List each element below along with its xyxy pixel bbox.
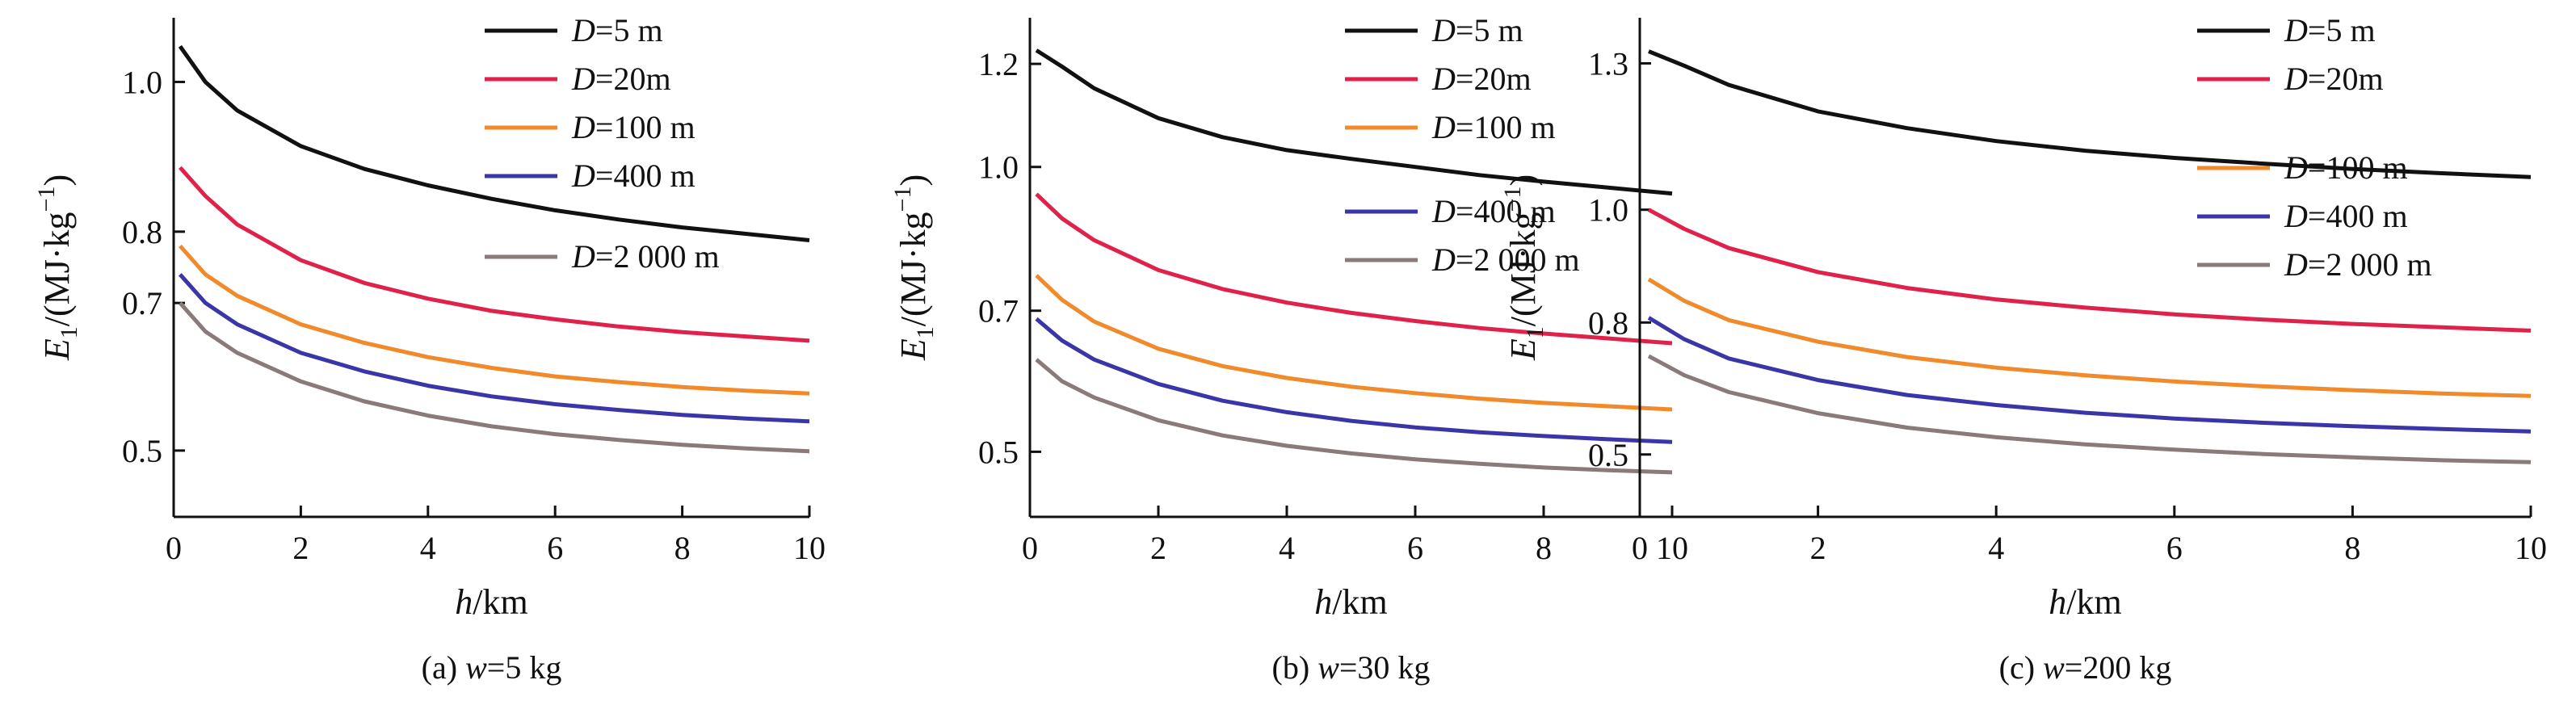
x-tick-label: 0 (1632, 530, 1648, 566)
x-tick-label: 4 (1279, 530, 1295, 566)
x-tick-label: 8 (2344, 530, 2360, 566)
series-line-4 (179, 273, 810, 424)
panel-caption: (a) w=5 kg (422, 649, 562, 686)
chart-panel-3: 0 2 4 6 8 10 0.5 0.8 1.0 1.3 D=5 m D=20m D=100 m D=40… (1499, 12, 2547, 686)
x-tick-label: 10 (1656, 530, 1688, 566)
legend-label: D=100 m (2284, 149, 2408, 186)
panel-caption: (b) w=30 kg (1272, 649, 1431, 686)
legend-label: D=400 m (1431, 193, 1556, 229)
chart-panel-1: 0 2 4 6 8 10 0.5 0.7 0.8 1.0 D=5 m D=20m D=100 m D=40… (33, 12, 826, 686)
x-tick-label: 2 (292, 530, 309, 566)
x-tick-label: 8 (1536, 530, 1552, 566)
legend-label: D=2 000 m (1431, 241, 1580, 278)
x-tick-label: 0 (166, 530, 182, 566)
series-line-5 (1035, 358, 1673, 475)
series-line-3 (1035, 274, 1673, 412)
y-axis-label: E1/(MJ·kg−1) (889, 174, 939, 361)
x-tick-label: 4 (1988, 530, 2004, 566)
legend-label: D=5 m (1431, 12, 1523, 48)
y-tick-label: 1.3 (1588, 45, 1628, 82)
legend-label: D=20m (571, 61, 671, 97)
series-line-3 (1647, 277, 2532, 398)
legend-label: D=100 m (571, 109, 695, 145)
x-tick-label: 2 (1810, 530, 1826, 566)
y-axis-label: E1/(MJ·kg−1) (33, 174, 82, 361)
legend-label: D=2 000 m (571, 238, 720, 275)
chart-panel-2: 0 2 4 6 8 10 0.5 0.7 1.0 1.2 D=5 m D=20m D=100 m D=40… (889, 12, 1688, 686)
x-tick-label: 10 (793, 530, 826, 566)
x-axis-label: h/km (1314, 582, 1387, 622)
series-line-5 (1647, 354, 2532, 464)
y-tick-label: 0.5 (122, 433, 162, 469)
series-line-4 (1035, 317, 1673, 444)
x-tick-label: 6 (1407, 530, 1423, 566)
legend-label: D=2 000 m (2284, 246, 2432, 283)
legend-label: D=20m (1431, 61, 1532, 97)
legend-label: D=100 m (1431, 109, 1556, 145)
x-tick-label: 0 (1022, 530, 1038, 566)
legend-label: D=5 m (2284, 12, 2376, 48)
legend-label: D=400 m (2284, 198, 2408, 234)
y-tick-label: 0.7 (978, 293, 1019, 330)
series-line-1 (1035, 48, 1673, 196)
x-tick-label: 2 (1150, 530, 1166, 566)
series-line-5 (179, 301, 810, 454)
series-line-2 (1647, 208, 2532, 333)
series-line-1 (178, 44, 810, 242)
series-line-3 (179, 244, 810, 396)
y-tick-label: 1.0 (978, 149, 1019, 186)
panel-caption: (c) w=200 kg (1999, 649, 2172, 686)
x-tick-label: 8 (674, 530, 691, 566)
y-tick-label: 0.5 (1588, 437, 1628, 473)
x-tick-label: 6 (2166, 530, 2183, 566)
x-tick-label: 10 (2515, 530, 2547, 566)
y-tick-label: 1.0 (122, 64, 162, 100)
x-axis-label: h/km (2049, 582, 2121, 622)
y-tick-label: 0.7 (122, 285, 162, 321)
legend-label: D=20m (2284, 61, 2384, 97)
legend-label: D=5 m (571, 12, 663, 48)
series-line-4 (1647, 316, 2532, 434)
x-tick-label: 4 (420, 530, 436, 566)
y-tick-label: 0.5 (978, 434, 1019, 470)
x-axis-label: h/km (455, 582, 527, 622)
series-line-2 (179, 166, 810, 343)
series-line-1 (1648, 49, 2532, 179)
y-tick-label: 0.8 (1588, 304, 1628, 341)
y-tick-label: 1.0 (1588, 192, 1628, 229)
y-axis-label: E1/(MJ·kg−1) (1499, 174, 1549, 361)
y-tick-label: 0.8 (122, 214, 162, 250)
x-tick-label: 6 (547, 530, 563, 566)
series-line-2 (1035, 192, 1673, 346)
legend-label: D=400 m (571, 157, 695, 194)
y-tick-label: 1.2 (978, 46, 1019, 82)
